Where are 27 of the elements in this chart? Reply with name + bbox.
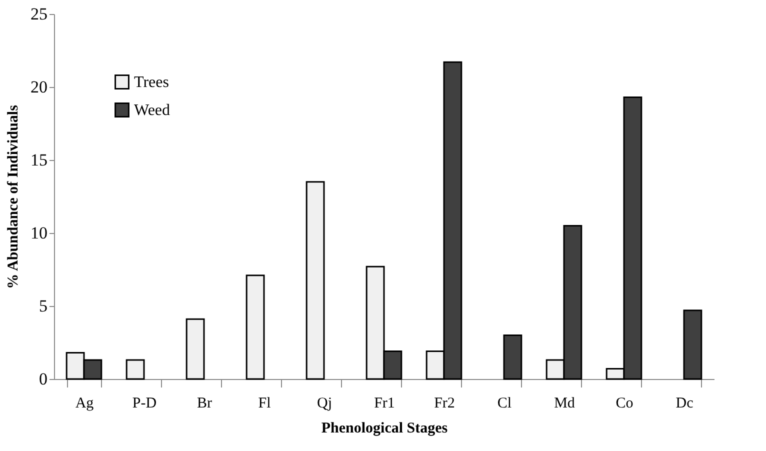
bar xyxy=(126,359,145,380)
x-tick-label: P-D xyxy=(132,396,157,412)
x-tick-label: Dc xyxy=(676,396,694,412)
x-axis-title: Phenological Stages xyxy=(321,420,448,436)
legend-label: Weed xyxy=(134,102,170,119)
x-tick-label: Co xyxy=(616,396,634,412)
x-tick-label: Md xyxy=(554,396,576,412)
y-tick-label: 15 xyxy=(30,150,48,170)
x-tick-label: Ag xyxy=(75,396,94,412)
x-tick-label: Fl xyxy=(258,396,271,412)
bar xyxy=(503,334,522,380)
x-tick-label: Cl xyxy=(497,396,512,412)
y-tick-label: 25 xyxy=(30,4,48,24)
bar xyxy=(246,274,265,380)
x-tick-label: Br xyxy=(197,396,212,412)
y-tick-label: 5 xyxy=(39,296,48,316)
y-tick-label: 20 xyxy=(30,78,48,96)
y-tick-label: 0 xyxy=(39,370,48,388)
bar xyxy=(683,310,702,380)
bar xyxy=(186,318,205,380)
bar xyxy=(306,181,325,380)
y-axis-title: % Abundance of Individuals xyxy=(6,104,22,289)
x-tick-label: Fr2 xyxy=(434,396,455,412)
x-tick-label: Qj xyxy=(317,396,332,412)
legend-label: Trees xyxy=(134,74,169,91)
y-tick-label: 10 xyxy=(30,224,48,242)
x-tick-label: Fr1 xyxy=(374,396,395,412)
